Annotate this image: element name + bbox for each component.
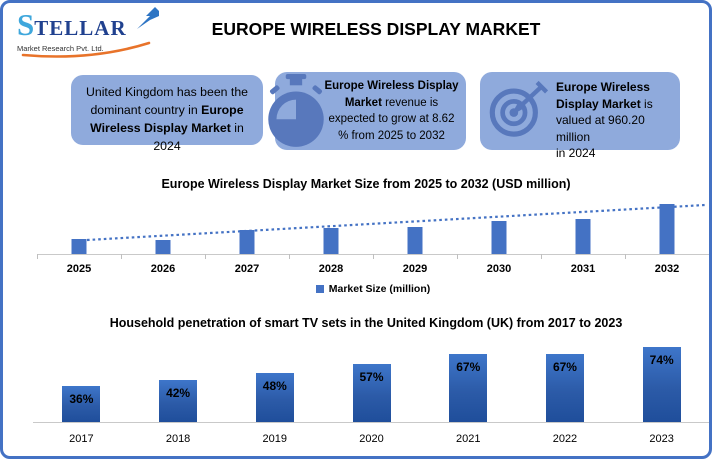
callout-uk-dominant: United Kingdom has been the dominant coun… xyxy=(71,75,263,153)
logo-swoosh xyxy=(21,41,151,58)
chart2-x-label: 2018 xyxy=(165,433,191,445)
chart2-title: Household penetration of smart TV sets i… xyxy=(109,316,623,330)
chart2-bar-2022: 67% xyxy=(545,354,584,422)
chart2-bar-label: 74% xyxy=(649,353,674,368)
chart1-title: Europe Wireless Display Market Size from… xyxy=(161,177,571,191)
chart2-bar-2019: 48% xyxy=(255,373,294,422)
callout-line: Europe Wireless Display xyxy=(324,80,459,92)
chart1-x-label: 2025 xyxy=(66,263,92,275)
axis-tick xyxy=(541,254,542,259)
chart2-column: 67% xyxy=(517,337,614,422)
legend-label: Market Size (million) xyxy=(328,283,431,295)
chart2-bar-2018: 42% xyxy=(159,379,198,422)
chart2-x-axis: 2017 2018 2019 2020 2021 2022 2023 xyxy=(33,433,709,445)
callout-line: United Kingdom has been the xyxy=(85,85,249,99)
chart1-column xyxy=(37,201,121,254)
logo-letter-s: S xyxy=(17,7,35,42)
chart2-x-label: 2019 xyxy=(262,433,288,445)
chart1-legend: Market Size (million) xyxy=(37,283,709,295)
axis-tick xyxy=(625,254,626,259)
axis-tick xyxy=(289,254,290,259)
chart1-x-label: 2027 xyxy=(234,263,260,275)
chart1-x-axis: 2025 2026 2027 2028 2029 2030 2031 2032 xyxy=(37,263,709,275)
axis-tick xyxy=(457,254,458,259)
chart2-x-label: 2023 xyxy=(649,433,674,445)
callout-line: dominant country in Europe xyxy=(90,103,244,117)
chart1-column xyxy=(373,201,457,254)
chart1-column xyxy=(121,201,205,254)
chart2-column: 42% xyxy=(130,337,227,422)
chart1-x-label: 2030 xyxy=(486,263,512,275)
chart1-bar-2026 xyxy=(155,239,171,254)
axis-tick xyxy=(121,254,122,259)
chart2-bar-2020: 57% xyxy=(352,364,391,422)
chart2-column: 67% xyxy=(420,337,517,422)
callout-text: Europe Wireless Display Market is valued a… xyxy=(556,79,674,162)
callout-text: Europe Wireless Display Market revenue is… xyxy=(323,78,460,144)
chart1-column xyxy=(289,201,373,254)
axis-tick xyxy=(205,254,206,259)
chart2-bar-label: 67% xyxy=(456,360,481,375)
logo-wordmark-rest: TELLAR xyxy=(34,16,127,40)
callout-line: Europe Wireless xyxy=(556,80,650,94)
chart1-bar-2029 xyxy=(407,227,423,254)
axis-tick xyxy=(373,254,374,259)
axis-tick xyxy=(37,254,38,259)
chart1-column xyxy=(541,201,625,254)
chart2-bar-label: 48% xyxy=(262,379,287,394)
chart2-column: 36% xyxy=(33,337,130,422)
chart2-column: 74% xyxy=(613,337,709,422)
callout-line: Market revenue is xyxy=(344,96,439,109)
chart1-bar-2025 xyxy=(71,239,87,254)
callout-text: United Kingdom has been the dominant coun… xyxy=(79,83,255,155)
chart2-x-label: 2020 xyxy=(359,433,384,445)
chart1-column xyxy=(457,201,541,254)
chart1-bar-2028 xyxy=(323,228,339,254)
page-title: EUROPE WIRELESS DISPLAY MARKET xyxy=(211,19,541,39)
chart2-x-label: 2017 xyxy=(69,433,94,445)
chart2-x-label: 2022 xyxy=(552,433,578,445)
target-icon xyxy=(488,79,550,146)
callout-market-value: Europe Wireless Display Market is valued a… xyxy=(480,72,680,160)
chart1-bar-2031 xyxy=(575,219,591,254)
chart1-x-label: 2028 xyxy=(318,263,344,275)
chart2-bar-2023: 74% xyxy=(642,347,681,422)
chart2-plot: 36% 42% 48% 57% 67% 67% 74% xyxy=(33,337,709,423)
axis-tick xyxy=(709,254,710,259)
chart1-column xyxy=(205,201,289,254)
callout-line: Display Market is xyxy=(556,96,653,111)
chart2-bar-label: 67% xyxy=(552,360,577,375)
chart2-column: 57% xyxy=(323,337,420,422)
logo-wordmark: STELLAR xyxy=(17,7,167,42)
chart1-x-label: 2026 xyxy=(150,263,176,275)
chart2-bar-2021: 67% xyxy=(449,354,488,422)
chart1-column xyxy=(625,201,709,254)
legend-swatch-icon xyxy=(315,285,324,293)
chart1-bar-2032 xyxy=(659,204,675,254)
chart1-x-label: 2031 xyxy=(570,263,596,275)
callout-growth-rate: Europe Wireless Display Market revenue is… xyxy=(268,72,466,150)
chart2-x-label: 2021 xyxy=(455,433,481,445)
stellar-logo: STELLAR Market Research Pvt. Ltd. xyxy=(17,7,167,61)
callout-line: in 2024 xyxy=(556,146,596,160)
chart1-bar-2030 xyxy=(491,221,507,254)
chart2-column: 48% xyxy=(226,337,323,422)
chart1-plot xyxy=(37,201,709,259)
logo-tagline: Market Research Pvt. Ltd. xyxy=(17,44,104,53)
callout-line: expected to grow at 8.62 xyxy=(328,113,455,125)
chart1-x-label: 2029 xyxy=(402,263,428,275)
chart2-bar-label: 36% xyxy=(69,391,94,406)
callout-line: % from 2025 to 2032 xyxy=(338,129,445,142)
callout-line: Wireless Display Market in 2024 xyxy=(90,121,244,153)
callout-line: valued at 960.20 million xyxy=(556,113,645,144)
stopwatch-icon xyxy=(263,74,329,156)
chart1-x-label: 2032 xyxy=(654,263,680,275)
chart2-bar-label: 42% xyxy=(166,385,191,400)
chart1-bar-2027 xyxy=(239,230,255,254)
chart2-bar-label: 57% xyxy=(359,370,384,385)
logo-arrow-icon xyxy=(137,7,159,29)
chart2-bar-2017: 36% xyxy=(62,385,101,422)
